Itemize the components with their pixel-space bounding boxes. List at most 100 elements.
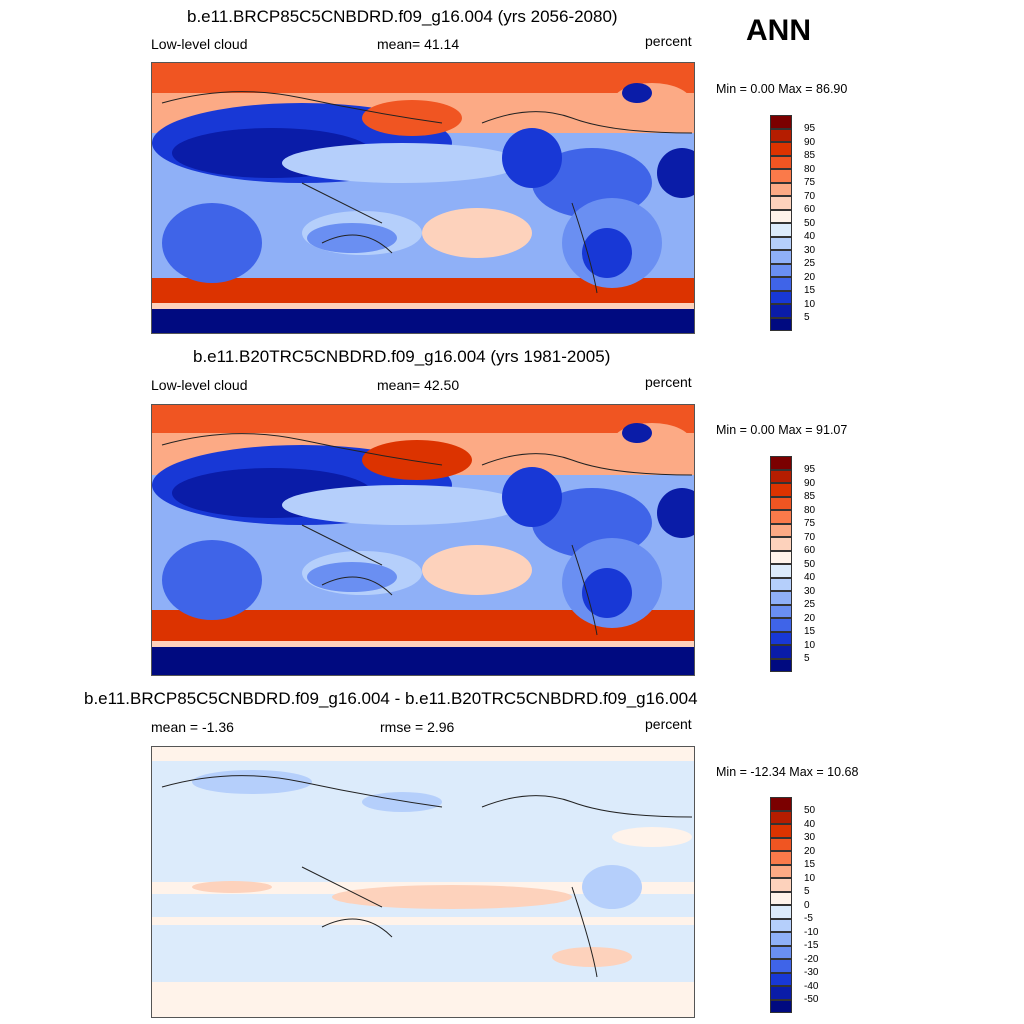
colorbar-swatch — [770, 182, 792, 196]
cloud-map — [151, 62, 695, 334]
units-label: percent — [645, 716, 692, 732]
colorbar-label: 15 — [804, 859, 816, 870]
colorbar-label: 70 — [804, 190, 816, 202]
colorbar-swatch — [770, 591, 792, 605]
colorbar-label: -50 — [804, 994, 819, 1005]
colorbar-label: 0 — [804, 899, 810, 911]
colorbar-swatch — [770, 456, 792, 470]
colorbar-label: 10 — [804, 298, 816, 310]
colorbar-label: -30 — [804, 967, 819, 978]
colorbar-label: 30 — [804, 585, 816, 597]
colorbar-swatch — [770, 142, 792, 156]
colorbar-swatch — [770, 810, 792, 824]
colorbar-label: -20 — [804, 953, 819, 965]
colorbar-label: 30 — [804, 244, 816, 256]
colorbar-swatch — [770, 824, 792, 838]
colorbar-label: 15 — [804, 626, 816, 637]
colorbar-label: 20 — [804, 845, 816, 857]
cloud-map — [151, 404, 695, 676]
colorbar-label: 25 — [804, 599, 816, 610]
colorbar-swatch — [770, 317, 792, 331]
colorbar-label: 10 — [804, 872, 816, 884]
colorbar-swatch — [770, 645, 792, 659]
colorbar-label: 20 — [804, 612, 816, 624]
colorbar-swatch — [770, 483, 792, 497]
mean-label: mean = -1.36 — [151, 719, 234, 735]
colorbar-label: -40 — [804, 980, 819, 992]
panel-title: b.e11.BRCP85C5CNBDRD.f09_g16.004 - b.e11… — [84, 689, 698, 708]
colorbar-swatch — [770, 510, 792, 524]
colorbar-label: 60 — [804, 545, 816, 556]
season-label: ANN — [746, 14, 811, 47]
panel-title: b.e11.B20TRC5CNBDRD.f09_g16.004 (yrs 198… — [193, 347, 611, 366]
difference-map — [151, 746, 695, 1018]
colorbar-swatch — [770, 959, 792, 973]
colorbar-label: 85 — [804, 150, 816, 161]
colorbar-swatch — [770, 155, 792, 169]
colorbar-swatch — [770, 604, 792, 618]
colorbar-label: 80 — [804, 163, 816, 175]
colorbar-label: 95 — [804, 123, 816, 134]
colorbar-swatch — [770, 209, 792, 223]
units-label: percent — [645, 33, 692, 49]
colorbar-swatch — [770, 837, 792, 851]
colorbar-swatch — [770, 891, 792, 905]
colorbar-label: -15 — [804, 940, 819, 951]
colorbar-label: 30 — [804, 832, 816, 843]
colorbar-swatch — [770, 250, 792, 264]
colorbar-swatch — [770, 631, 792, 645]
colorbar-swatch — [770, 263, 792, 277]
colorbar-swatch — [770, 878, 792, 892]
colorbar-swatch — [770, 797, 792, 811]
colorbar-swatch — [770, 469, 792, 483]
colorbar-swatch — [770, 115, 792, 129]
left-label: Low-level cloud — [151, 377, 248, 393]
colorbar-swatch — [770, 304, 792, 318]
colorbar-swatch — [770, 999, 792, 1013]
colorbar-swatch — [770, 128, 792, 142]
colorbar-label: 50 — [804, 217, 816, 229]
colorbar-swatch — [770, 523, 792, 537]
colorbar-swatch — [770, 945, 792, 959]
colorbar-label: 85 — [804, 491, 816, 502]
colorbar-label: 40 — [804, 818, 816, 830]
colorbar-label: 40 — [804, 231, 816, 242]
panel-title: b.e11.BRCP85C5CNBDRD.f09_g16.004 (yrs 20… — [187, 7, 618, 26]
colorbar-label: 50 — [804, 805, 816, 816]
colorbar-swatch — [770, 290, 792, 304]
colorbar-label: 5 — [804, 312, 810, 323]
colorbar-label: -10 — [804, 926, 819, 938]
colorbar-label: 90 — [804, 136, 816, 148]
colorbar-label: 90 — [804, 477, 816, 489]
colorbar-swatch — [770, 277, 792, 291]
colorbar-swatch — [770, 918, 792, 932]
colorbar-swatch — [770, 864, 792, 878]
minmax-label: Min = 0.00 Max = 86.90 — [716, 82, 848, 96]
colorbar-swatch — [770, 196, 792, 210]
colorbar-swatch — [770, 932, 792, 946]
mean-label: mean= 41.14 — [377, 36, 460, 52]
colorbar-swatch — [770, 851, 792, 865]
minmax-label: Min = -12.34 Max = 10.68 — [716, 765, 859, 779]
colorbar-label: 25 — [804, 258, 816, 269]
colorbar-swatch — [770, 496, 792, 510]
left-label: Low-level cloud — [151, 36, 248, 52]
colorbar-swatch — [770, 550, 792, 564]
colorbar-label: 20 — [804, 271, 816, 283]
colorbar-label: 80 — [804, 504, 816, 516]
colorbar-label: 5 — [804, 653, 810, 664]
colorbar-swatch — [770, 905, 792, 919]
colorbar-label: 50 — [804, 558, 816, 570]
colorbar-label: 95 — [804, 464, 816, 475]
colorbar-swatch — [770, 169, 792, 183]
colorbar-swatch — [770, 564, 792, 578]
colorbar-label: 75 — [804, 518, 816, 529]
rmse-label: rmse = 2.96 — [380, 719, 455, 735]
minmax-label: Min = 0.00 Max = 91.07 — [716, 423, 848, 437]
colorbar-swatch — [770, 618, 792, 632]
colorbar-swatch — [770, 223, 792, 237]
colorbar-swatch — [770, 577, 792, 591]
colorbar-swatch — [770, 972, 792, 986]
colorbar-swatch — [770, 236, 792, 250]
colorbar-label: 75 — [804, 177, 816, 188]
